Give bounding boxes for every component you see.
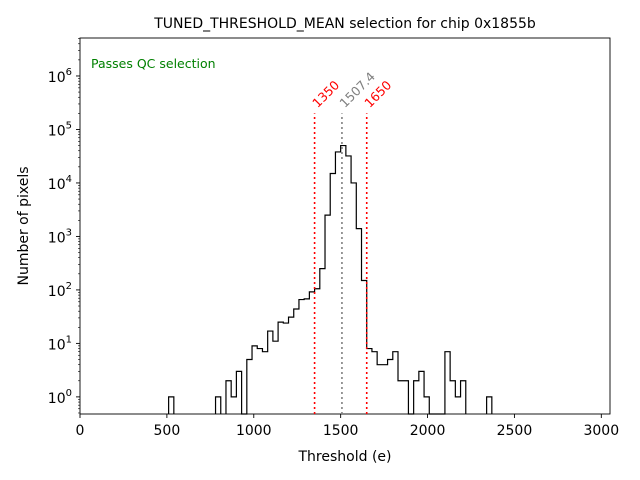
y-axis-label: Number of pixels (16, 166, 32, 285)
histogram-bin (450, 381, 455, 414)
histogram-bin (330, 174, 335, 414)
histogram-bin (377, 365, 382, 414)
histogram-bin (252, 346, 257, 414)
histogram-bin (335, 152, 340, 414)
histogram-bin (216, 397, 221, 414)
histogram-bin (403, 381, 408, 414)
histogram-bin (289, 317, 294, 414)
histogram-bin (424, 397, 429, 414)
histogram-bin (419, 371, 424, 414)
y-tick-label: 105 (48, 120, 72, 139)
histogram-bin (461, 381, 466, 414)
x-tick-label: 2000 (410, 423, 446, 439)
histogram-bin (304, 299, 309, 414)
histogram-bin (283, 323, 288, 414)
histogram-bin (262, 352, 267, 414)
histogram-bin (299, 300, 304, 414)
y-tick-label: 102 (48, 281, 72, 300)
x-tick-label: 3000 (583, 423, 619, 439)
histogram-bin (388, 360, 393, 414)
histogram-bin (346, 156, 351, 414)
histogram-bin (455, 397, 460, 414)
x-tick-label: 0 (76, 423, 85, 439)
histogram-bin (226, 381, 231, 414)
histogram-bin (231, 397, 236, 414)
y-tick-label: 104 (48, 174, 72, 193)
x-tick-label: 500 (154, 423, 181, 439)
threshold-line-label: 1350 (309, 77, 342, 110)
histogram-bin (325, 215, 330, 414)
histogram-bin (414, 381, 419, 414)
plot-area-border (79, 37, 611, 415)
y-tick-label: 106 (48, 67, 72, 86)
x-tick-label: 1000 (236, 423, 272, 439)
y-axis-ticks: 100 101 102 103 104 105 106 (48, 38, 80, 414)
x-tick-label: 2500 (497, 423, 533, 439)
histogram-bin (356, 229, 361, 414)
histogram-bin (398, 381, 403, 414)
histogram-bin (257, 349, 262, 414)
chart-title: TUNED_THRESHOLD_MEAN selection for chip … (153, 16, 536, 32)
histogram-bin (445, 352, 450, 414)
histogram-bin (393, 352, 398, 414)
histogram-bin (278, 322, 283, 414)
y-tick-label: 101 (48, 334, 72, 353)
y-tick-label: 103 (48, 227, 72, 246)
histogram-bin (273, 341, 278, 414)
histogram-bin (351, 183, 356, 414)
histogram-bin (487, 397, 492, 414)
histogram-bin (268, 331, 273, 414)
x-tick-label: 1500 (323, 423, 359, 439)
x-axis-label: Threshold (e) (298, 449, 392, 465)
x-axis-ticks: 0 500 1000 1500 2000 2500 3000 (76, 414, 619, 439)
qc-annotation: Passes QC selection (91, 56, 216, 71)
histogram-bin (169, 397, 174, 414)
histogram-bin (382, 365, 387, 414)
y-tick-label: 100 (48, 388, 72, 407)
histogram-bin (247, 360, 252, 414)
histogram-step-line (168, 144, 493, 415)
axes-frame (79, 37, 611, 415)
histogram-bin (294, 309, 299, 414)
histogram-bin (372, 352, 377, 414)
histogram-bin (236, 371, 241, 414)
histogram-bin (320, 269, 325, 414)
